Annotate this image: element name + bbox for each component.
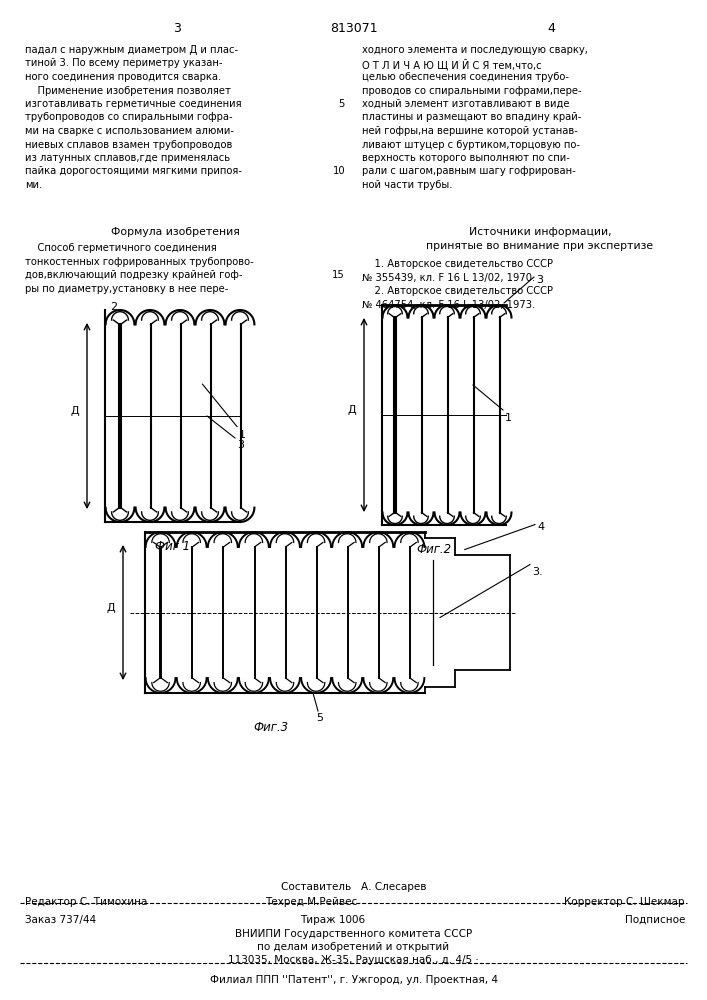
Text: целью обеспечения соединения трубо-: целью обеспечения соединения трубо- [362,72,569,82]
Text: верхность которого выполняют по спи-: верхность которого выполняют по спи- [362,153,570,163]
Text: ной части трубы.: ной части трубы. [362,180,452,190]
Text: ВНИИПИ Государственного комитета СССР: ВНИИПИ Государственного комитета СССР [235,929,472,939]
Text: Д: Д [71,406,79,416]
Text: проводов со спиральными гофрами,пере-: проводов со спиральными гофрами,пере- [362,86,582,96]
Text: рали с шагом,равным шагу гофрирован-: рали с шагом,равным шагу гофрирован- [362,166,575,176]
Text: пластины и размещают во впадину край-: пластины и размещают во впадину край- [362,112,581,122]
Text: ходный элемент изготавливают в виде: ходный элемент изготавливают в виде [362,99,570,109]
Text: Заказ 737/44: Заказ 737/44 [25,915,96,925]
Text: Тираж 1006: Тираж 1006 [300,915,365,925]
Text: из латунных сплавов,где применялась: из латунных сплавов,где применялась [25,153,230,163]
Text: Д: Д [348,405,356,415]
Text: падал с наружным диаметром Д и плас-: падал с наружным диаметром Д и плас- [25,45,238,55]
Text: 3: 3 [536,275,543,285]
Text: ры по диаметру,установку в нее пере-: ры по диаметру,установку в нее пере- [25,284,228,294]
Text: 2. Авторское свидетельство СССР: 2. Авторское свидетельство СССР [362,286,553,296]
Text: 5: 5 [316,713,323,723]
Text: Фиг.3: Фиг.3 [253,721,288,734]
Text: Источники информации,: Источники информации, [469,227,612,237]
Text: 1: 1 [505,413,512,423]
Text: Филиал ППП ''Патент'', г. Ужгород, ул. Проектная, 4: Филиал ППП ''Патент'', г. Ужгород, ул. П… [209,975,498,985]
Text: тиной 3. По всему периметру указан-: тиной 3. По всему периметру указан- [25,58,223,68]
Text: ми.: ми. [25,180,42,190]
Text: дов,включающий подрезку крайней гоф-: дов,включающий подрезку крайней гоф- [25,270,243,280]
Text: принятые во внимание при экспертизе: принятые во внимание при экспертизе [426,241,653,251]
Text: Составитель   А. Слесарев: Составитель А. Слесарев [281,882,426,892]
Text: Редактор С. Тимохина: Редактор С. Тимохина [25,897,147,907]
Text: 15: 15 [332,270,345,280]
Text: Корректор С. Шекмар: Корректор С. Шекмар [564,897,685,907]
Text: ливают штуцер с буртиком,торцовую по-: ливают штуцер с буртиком,торцовую по- [362,139,580,149]
Text: ней гофры,на вершине которой устанав-: ней гофры,на вершине которой устанав- [362,126,578,136]
Text: по делам изобретений и открытий: по делам изобретений и открытий [257,942,450,952]
Text: 2: 2 [110,302,117,312]
Text: ми на сварке с использованием алюми-: ми на сварке с использованием алюми- [25,126,234,136]
Text: Техред М.Рейвес: Техред М.Рейвес [265,897,357,907]
Text: Фиг 1: Фиг 1 [155,540,190,553]
Text: изготавливать герметичные соединения: изготавливать герметичные соединения [25,99,242,109]
Text: 10: 10 [332,166,345,176]
Text: 813071: 813071 [329,22,378,35]
Text: 1. Авторское свидетельство СССР: 1. Авторское свидетельство СССР [362,259,553,269]
Text: тонкостенных гофрированных трубопрово-: тонкостенных гофрированных трубопрово- [25,257,254,267]
Text: ниевых сплавов взамен трубопроводов: ниевых сплавов взамен трубопроводов [25,139,233,149]
Text: 3: 3 [173,22,181,35]
Text: 4: 4 [537,522,544,532]
Text: ного соединения проводится сварка.: ного соединения проводится сварка. [25,72,221,82]
Text: 3.: 3. [532,567,543,577]
Text: 3: 3 [237,440,244,450]
Text: О Т Л И Ч А Ю Щ И Й С Я тем,что,с: О Т Л И Ч А Ю Щ И Й С Я тем,что,с [362,58,542,70]
Text: трубопроводов со спиральными гофра-: трубопроводов со спиральными гофра- [25,112,233,122]
Text: № 464754, кл. F 16 L 13/02, 1973.: № 464754, кл. F 16 L 13/02, 1973. [362,300,535,310]
Text: Подписное: Подписное [624,915,685,925]
Text: Формула изобретения: Формула изобретения [110,227,240,237]
Text: Применение изобретения позволяет: Применение изобретения позволяет [25,86,231,96]
Text: 4: 4 [547,22,556,35]
Text: Д: Д [107,602,115,613]
Text: Фиг.2: Фиг.2 [416,543,452,556]
Text: пайка дорогостоящими мягкими припоя-: пайка дорогостоящими мягкими припоя- [25,166,242,176]
Text: 1: 1 [239,430,246,440]
Text: Способ герметичного соединения: Способ герметичного соединения [25,243,217,253]
Text: 113035, Москва, Ж-35, Раушская наб., д. 4/5 ·: 113035, Москва, Ж-35, Раушская наб., д. … [228,955,479,965]
Text: № 355439, кл. F 16 L 13/02, 1970.: № 355439, кл. F 16 L 13/02, 1970. [362,273,535,283]
Text: ходного элемента и последующую сварку,: ходного элемента и последующую сварку, [362,45,588,55]
Text: 5: 5 [339,99,345,109]
